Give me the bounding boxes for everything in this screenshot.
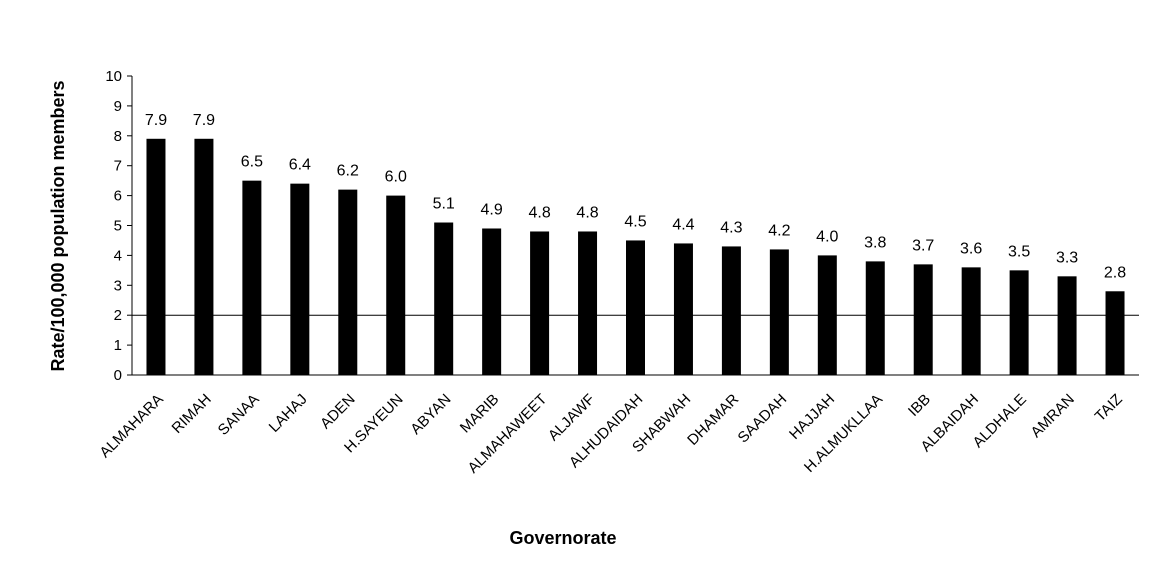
bar — [434, 222, 454, 375]
y-tick-label: 7 — [114, 158, 122, 175]
data-label: 3.8 — [864, 234, 886, 251]
bar — [578, 231, 598, 375]
y-tick-label: 4 — [114, 247, 122, 264]
x-axis-title: Governorate — [509, 528, 616, 548]
x-category-label: ADEN — [317, 391, 358, 432]
y-axis-title: Rate/100,000 population members — [48, 80, 68, 371]
bar — [1057, 276, 1077, 375]
y-tick-label: 10 — [105, 68, 122, 85]
bar — [913, 264, 933, 375]
data-labels: 7.9 7.9 6.5 6.4 6.2 6.0 5.1 4.9 4.8 4.8 4.5 4.4 4.3 4… — [145, 112, 1126, 281]
bar — [482, 228, 502, 375]
bar — [961, 267, 981, 375]
data-label: 3.3 — [1056, 249, 1078, 266]
data-label: 3.5 — [1008, 243, 1030, 260]
bar — [386, 195, 406, 375]
x-category-label: ALMAHARA — [96, 391, 166, 461]
data-label: 4.8 — [528, 204, 550, 221]
data-label: 7.9 — [193, 112, 215, 129]
x-category-label: AMRAN — [1028, 391, 1078, 441]
y-tick-label: 9 — [114, 98, 122, 115]
data-label: 4.9 — [481, 201, 503, 218]
data-label: 6.0 — [385, 169, 407, 186]
bar — [626, 240, 645, 375]
y-axis-ticks: 0 1 2 3 4 5 6 7 8 9 10 — [105, 68, 132, 384]
bar — [290, 183, 310, 375]
data-label: 4.0 — [816, 228, 838, 245]
x-category-label: ABYAN — [407, 391, 454, 438]
bar — [194, 138, 214, 375]
y-tick-label: 8 — [114, 128, 122, 145]
x-category-label: LAHAJ — [266, 391, 311, 436]
y-tick-label: 1 — [114, 337, 122, 354]
bar — [1009, 270, 1029, 375]
x-category-label: RIMAH — [169, 391, 215, 437]
x-category-label: MARIB — [457, 391, 503, 437]
data-label: 6.2 — [337, 163, 359, 180]
bar — [1105, 291, 1125, 375]
x-category-label: SAADAH — [735, 391, 791, 447]
y-tick-label: 2 — [114, 307, 122, 324]
bar — [530, 231, 550, 375]
data-label: 6.4 — [289, 157, 311, 174]
data-label: 3.6 — [960, 240, 982, 257]
data-label: 4.8 — [576, 204, 598, 221]
y-tick-label: 6 — [114, 188, 122, 205]
y-tick-label: 5 — [114, 218, 122, 235]
data-label: 3.7 — [912, 237, 934, 254]
y-tick-label: 3 — [114, 277, 122, 294]
bar — [673, 243, 693, 375]
x-category-label: SANAA — [215, 391, 263, 439]
data-label: 4.5 — [624, 213, 646, 230]
data-label: 5.1 — [433, 196, 455, 213]
bars — [146, 138, 1125, 375]
bar — [338, 189, 358, 375]
bar — [865, 261, 885, 375]
x-category-label: IBB — [905, 391, 934, 420]
data-label: 6.5 — [241, 154, 263, 171]
x-category-label: TAIZ — [1092, 391, 1126, 425]
x-category-label: DHAMAR — [684, 391, 742, 449]
data-label: 2.8 — [1104, 264, 1126, 281]
bar — [242, 180, 262, 375]
data-label: 7.9 — [145, 112, 167, 129]
bar — [721, 246, 741, 375]
y-tick-label: 0 — [114, 367, 122, 384]
data-label: 4.3 — [720, 219, 742, 236]
data-label: 4.4 — [672, 216, 694, 233]
bar — [146, 138, 166, 375]
bar — [769, 249, 789, 375]
data-label: 4.2 — [768, 222, 790, 239]
